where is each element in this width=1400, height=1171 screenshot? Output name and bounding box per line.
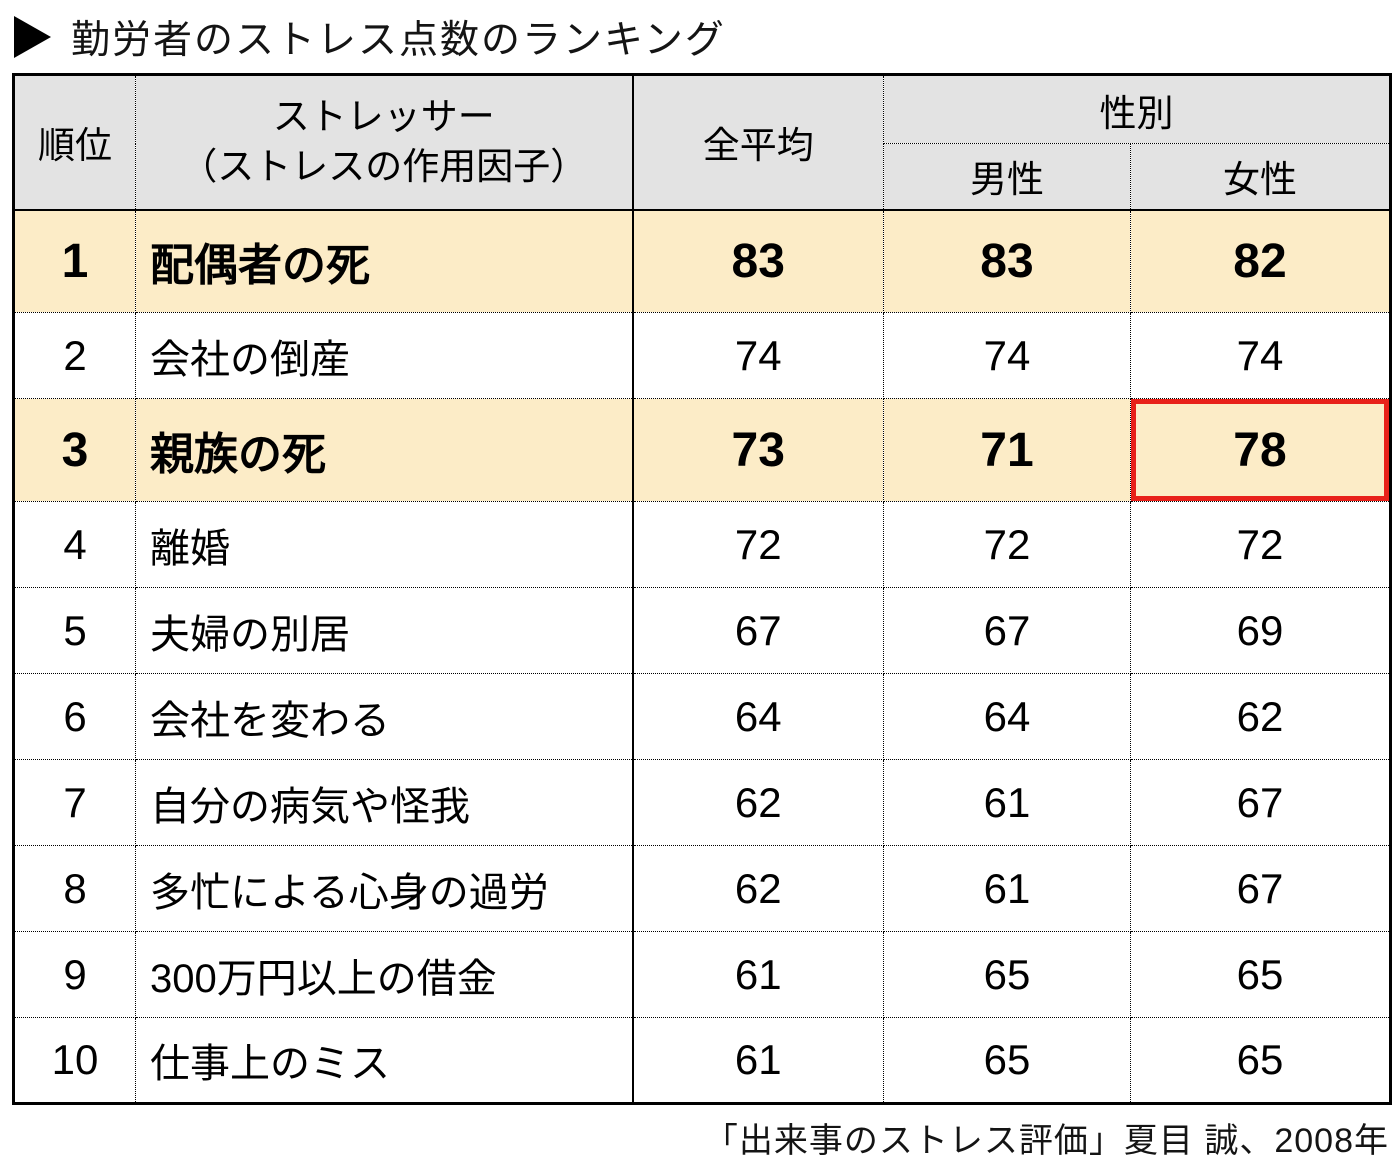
rank-cell: 7 (13, 759, 136, 846)
average-cell: 61 (631, 1017, 884, 1104)
table-row-8: 8 多忙による心身の過労 62 61 67 (13, 845, 1391, 932)
stressor-cell: 離婚 (135, 501, 633, 588)
stressor-cell: 夫婦の別居 (135, 587, 633, 674)
female-cell: 82 (1130, 208, 1391, 313)
average-cell: 62 (631, 759, 884, 846)
col-header-average: 全平均 (631, 74, 884, 210)
table-row-10: 10 仕事上のミス 61 65 65 (13, 1017, 1391, 1104)
male-cell: 65 (883, 1017, 1131, 1104)
table-row-5: 5 夫婦の別居 67 67 69 (13, 587, 1391, 674)
rank-cell: 2 (13, 312, 136, 399)
stress-ranking-table: 順位 ストレッサー （ストレスの作用因子） 全平均 性別 男性 女性 1 配偶者… (12, 73, 1392, 1105)
col-header-stressor-line1: ストレッサー (272, 96, 495, 138)
rank-cell: 6 (13, 673, 136, 760)
rank-cell: 10 (13, 1017, 136, 1104)
rank-cell: 8 (13, 845, 136, 932)
stressor-cell: 自分の病気や怪我 (135, 759, 633, 846)
female-cell: 67 (1130, 759, 1391, 846)
stressor-cell: 仕事上のミス (135, 1017, 633, 1104)
female-cell: 67 (1130, 845, 1391, 932)
female-cell: 72 (1130, 501, 1391, 588)
average-cell: 67 (631, 587, 884, 674)
average-cell: 74 (631, 312, 884, 399)
average-cell: 61 (631, 931, 884, 1018)
source-citation: 「出来事のストレス評価」夏目 誠、2008年 (703, 1122, 1389, 1160)
title-block: 勤労者のストレス点数のランキング (0, 0, 1400, 64)
average-cell: 83 (631, 208, 884, 313)
col-header-gender: 性別 (883, 74, 1391, 144)
table-row-3: 3 親族の死 73 71 78 (13, 398, 1391, 502)
average-cell: 62 (631, 845, 884, 932)
table-row-9: 9 300万円以上の借金 61 65 65 (13, 931, 1391, 1018)
female-cell: 65 (1130, 931, 1391, 1018)
male-cell: 71 (883, 398, 1131, 502)
female-cell: 74 (1130, 312, 1391, 399)
male-cell: 65 (883, 931, 1131, 1018)
male-cell: 72 (883, 501, 1131, 588)
table-row-7: 7 自分の病気や怪我 62 61 67 (13, 759, 1391, 846)
rank-cell: 5 (13, 587, 136, 674)
female-cell: 69 (1130, 587, 1391, 674)
rank-cell: 1 (13, 208, 136, 313)
table-row-6: 6 会社を変わる 64 64 62 (13, 673, 1391, 760)
stressor-cell: 会社を変わる (135, 673, 633, 760)
page-title: 勤労者のストレス点数のランキング (71, 19, 726, 62)
table-row-2: 2 会社の倒産 74 74 74 (13, 312, 1391, 399)
stressor-cell: 親族の死 (135, 398, 633, 502)
triangle-bullet-icon (14, 16, 51, 58)
table-row-4: 4 離婚 72 72 72 (13, 501, 1391, 588)
female-cell: 62 (1130, 673, 1391, 760)
average-cell: 73 (631, 398, 884, 502)
stressor-cell: 配偶者の死 (135, 208, 633, 313)
male-cell: 61 (883, 845, 1131, 932)
female-cell-highlight-box: 78 (1130, 398, 1391, 502)
average-cell: 64 (631, 673, 884, 760)
rank-cell: 3 (13, 398, 136, 502)
col-header-rank: 順位 (13, 74, 136, 210)
col-header-female: 女性 (1130, 143, 1391, 210)
male-cell: 67 (883, 587, 1131, 674)
col-header-stressor: ストレッサー （ストレスの作用因子） (135, 74, 633, 210)
male-cell: 64 (883, 673, 1131, 760)
male-cell: 74 (883, 312, 1131, 399)
table-row-1: 1 配偶者の死 83 83 82 (13, 208, 1391, 313)
col-header-stressor-line2: （ストレスの作用因子） (180, 146, 588, 188)
rank-cell: 9 (13, 931, 136, 1018)
stressor-cell: 会社の倒産 (135, 312, 633, 399)
stressor-cell: 多忙による心身の過労 (135, 845, 633, 932)
average-cell: 72 (631, 501, 884, 588)
female-cell: 65 (1130, 1017, 1391, 1104)
rank-cell: 4 (13, 501, 136, 588)
male-cell: 83 (883, 208, 1131, 313)
male-cell: 61 (883, 759, 1131, 846)
col-header-male: 男性 (883, 143, 1131, 210)
stressor-cell: 300万円以上の借金 (135, 931, 633, 1018)
